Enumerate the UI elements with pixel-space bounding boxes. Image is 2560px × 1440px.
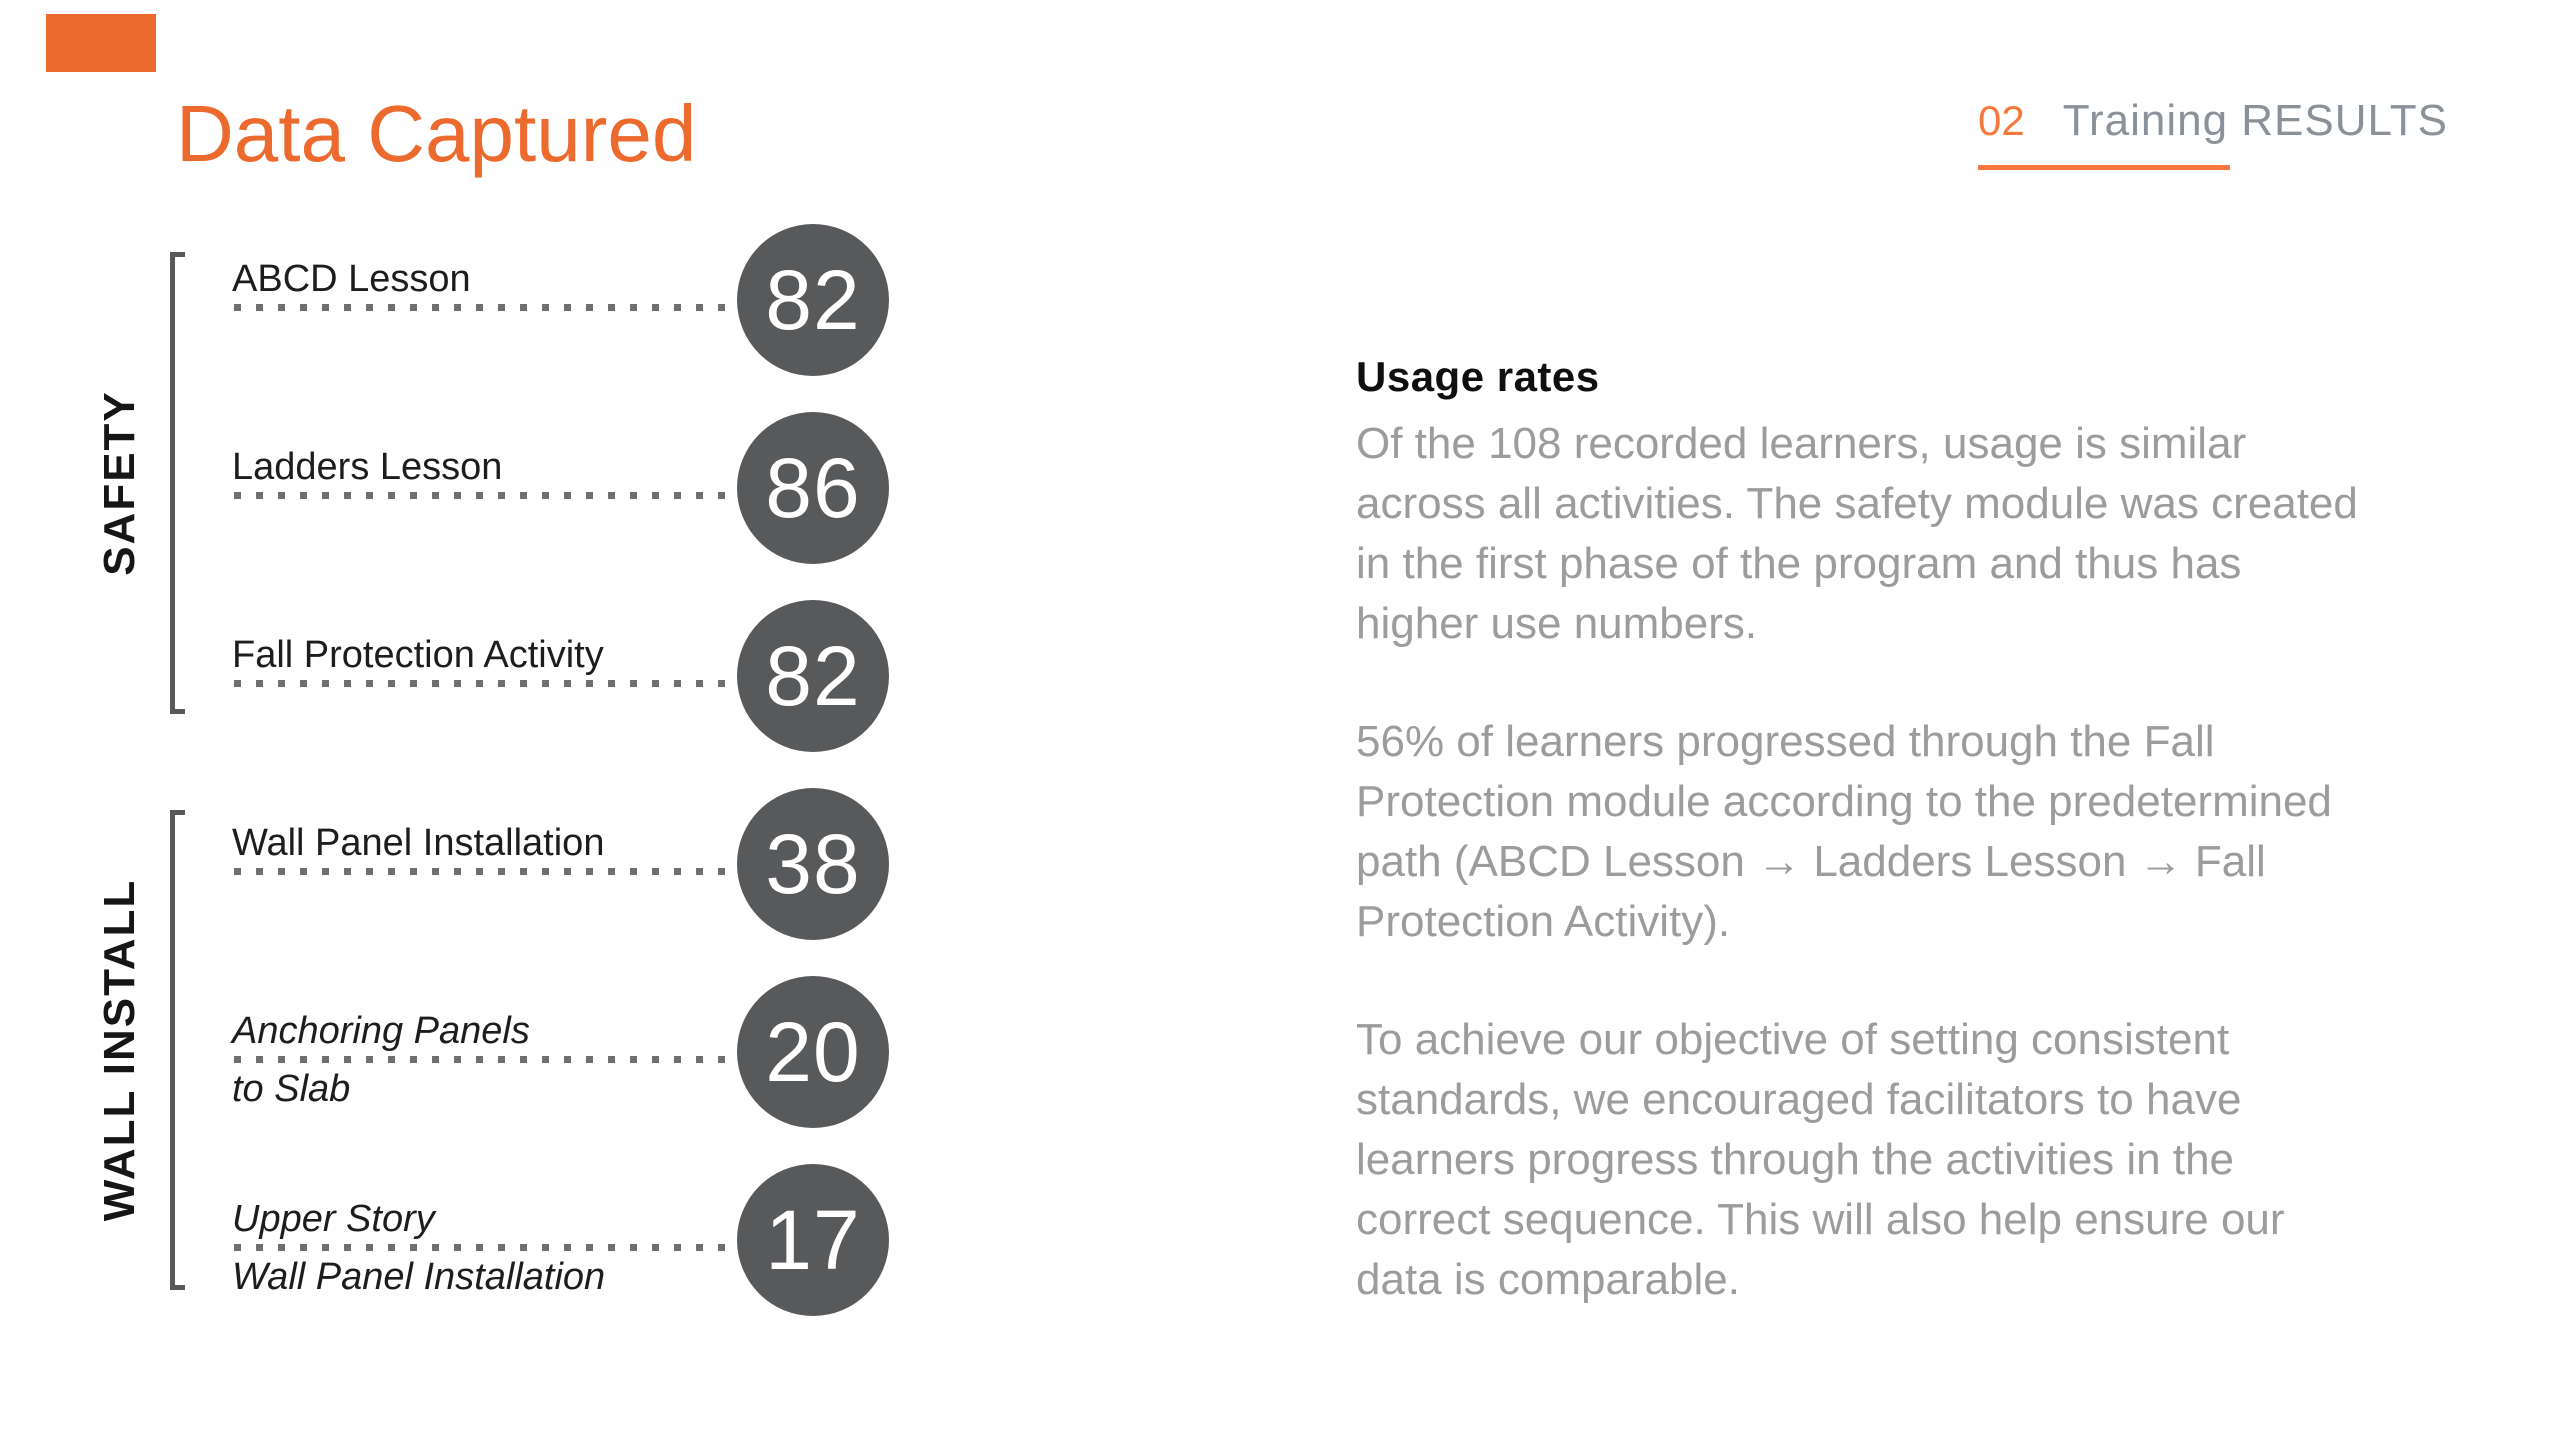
page-title: Data Captured <box>176 89 697 178</box>
activity-label: ABCD Lesson <box>232 258 471 300</box>
activity-value: 20 <box>765 1004 861 1099</box>
activity-row: ABCD Lesson 82 <box>0 224 960 376</box>
activity-row: Wall Panel Installation 38 <box>0 788 960 940</box>
section-underline <box>1978 165 2230 170</box>
section-header: 02 Training RESULTS <box>1978 96 2448 146</box>
activity-value: 86 <box>765 440 861 535</box>
value-circle: 20 <box>737 976 889 1128</box>
activity-row: Anchoring Panels to Slab 20 <box>0 976 960 1128</box>
activity-value: 38 <box>765 816 861 911</box>
activity-row: Upper Story Wall Panel Installation 17 <box>0 1164 960 1316</box>
value-circle: 17 <box>737 1164 889 1316</box>
value-circle: 82 <box>737 600 889 752</box>
activity-label: Ladders Lesson <box>232 446 503 488</box>
activity-label-line2: Wall Panel Installation <box>232 1256 606 1298</box>
wall-install-group-bracket <box>170 810 185 1290</box>
dotted-leader <box>234 492 730 499</box>
section-title: Training RESULTS <box>2062 96 2448 145</box>
activity-row: Ladders Lesson 86 <box>0 412 960 564</box>
activity-label: Anchoring Panels <box>232 1010 530 1052</box>
dotted-leader <box>234 680 730 687</box>
dotted-leader <box>234 868 730 875</box>
activity-label: Upper Story <box>232 1198 435 1240</box>
section-number: 02 <box>1978 97 2025 144</box>
dotted-leader <box>234 304 730 311</box>
activity-value: 82 <box>765 628 861 723</box>
dotted-leader <box>234 1244 730 1251</box>
activity-value: 82 <box>765 252 861 347</box>
body-text-column: Usage rates Of the 108 recorded learners… <box>1356 352 2531 1368</box>
body-paragraph-1: Of the 108 recorded learners, usage is s… <box>1356 419 2358 648</box>
value-circle: 82 <box>737 224 889 376</box>
activity-label-line2: to Slab <box>232 1068 351 1110</box>
activity-label: Wall Panel Installation <box>232 822 605 864</box>
activity-label: Fall Protection Activity <box>232 634 604 676</box>
activity-row: Fall Protection Activity 82 <box>0 600 960 752</box>
body-paragraph-3: To achieve our objective of setting cons… <box>1356 1015 2285 1304</box>
usage-rates-heading: Usage rates <box>1356 353 1600 400</box>
value-circle: 38 <box>737 788 889 940</box>
body-paragraph-2: 56% of learners progressed through the F… <box>1356 717 2332 946</box>
activity-value: 17 <box>765 1192 861 1287</box>
safety-group-bracket <box>170 252 185 714</box>
corner-accent-rect <box>46 14 156 72</box>
value-circle: 86 <box>737 412 889 564</box>
dotted-leader <box>234 1056 730 1063</box>
